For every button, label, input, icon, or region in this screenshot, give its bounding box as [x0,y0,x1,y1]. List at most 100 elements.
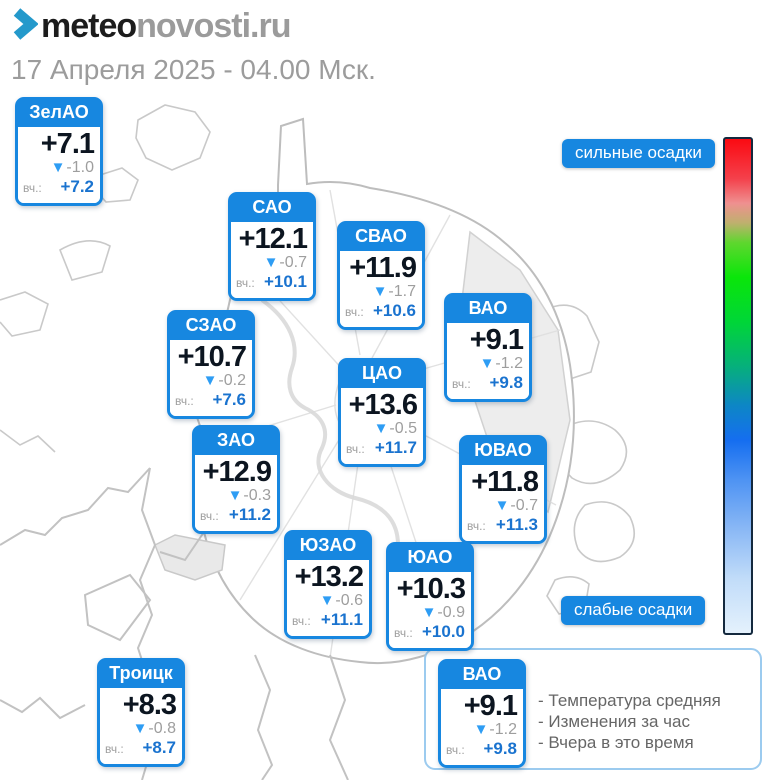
down-arrow-icon: ▼ [421,604,437,621]
down-arrow-icon: ▼ [263,254,279,271]
district-card[interactable]: ЦАО +13.6 ▼-0.5 вч.: +11.7 [338,358,426,467]
district-yesterday-value: +7.2 [60,177,94,196]
district-temperature: +11.8 [471,466,539,498]
district-card[interactable]: ВАО +9.1 ▼-1.2 вч.: +9.8 [444,293,532,402]
district-name: СВАО [339,223,423,251]
district-card[interactable]: Троицк +8.3 ▼-0.8 вч.: +8.7 [97,658,185,767]
legend-sample-card: ВАО +9.1 ▼-1.2 вч.: +9.8 [438,659,526,768]
district-card[interactable]: СЗАО +10.7 ▼-0.2 вч.: +7.6 [167,310,255,419]
yesterday-label: вч.: [175,394,194,408]
yesterday-label: вч.: [446,743,465,757]
yesterday-label: вч.: [345,305,364,319]
district-yesterday-row: вч.: +11.2 [200,505,271,526]
down-arrow-icon: ▼ [132,720,148,737]
district-card-body: +12.1 ▼-0.7 вч.: +10.1 [231,222,313,298]
district-name: СЗАО [169,312,253,340]
district-yesterday-row: вч.: +11.1 [292,610,363,631]
district-yesterday-value: +8.7 [142,738,176,757]
district-yesterday-row: вч.: +10.0 [394,622,465,643]
district-card-body: +9.1 ▼-1.2 вч.: +9.8 [447,323,529,399]
district-card[interactable]: САО +12.1 ▼-0.7 вч.: +10.1 [228,192,316,301]
district-yesterday-value: +9.8 [489,373,523,392]
district-change-value: -0.9 [437,604,465,621]
down-arrow-icon: ▼ [373,420,389,437]
district-hour-change: ▼-0.7 [236,254,307,272]
district-yesterday-row: вч.: +11.7 [346,438,417,459]
district-change-value: -0.3 [243,487,271,504]
district-hour-change: ▼-1.2 [446,721,517,739]
district-yesterday-row: вч.: +7.2 [23,177,94,198]
district-yesterday-row: вч.: +11.3 [467,515,538,536]
district-card-body: +8.3 ▼-0.8 вч.: +8.7 [100,688,182,764]
yesterday-label: вч.: [23,181,42,195]
district-yesterday-value: +11.1 [320,610,363,629]
legend-box: ВАО +9.1 ▼-1.2 вч.: +9.8 - Температура с… [424,648,762,770]
district-yesterday-value: +7.6 [212,390,246,409]
district-change-value: -0.7 [279,254,307,271]
district-name: САО [230,194,314,222]
yesterday-label: вч.: [452,377,471,391]
down-arrow-icon: ▼ [494,497,510,514]
district-card-body: +13.2 ▼-0.6 вч.: +11.1 [287,560,369,636]
district-name: ЗелАО [17,99,101,127]
district-hour-change: ▼-0.3 [200,487,271,505]
yesterday-label: вч.: [292,614,311,628]
district-yesterday-row: вч.: +10.1 [236,272,307,293]
district-temperature: +11.9 [349,252,417,284]
district-card[interactable]: ЮАО +10.3 ▼-0.9 вч.: +10.0 [386,542,474,651]
district-hour-change: ▼-0.9 [394,604,465,622]
weak-precipitation-label[interactable]: слабые осадки [561,596,706,625]
legend-line-temperature: - Температура средняя [538,691,721,710]
logo-text-novosti: novosti.ru [136,7,291,45]
district-hour-change: ▼-0.7 [467,497,538,515]
district-hour-change: ▼-0.2 [175,372,246,390]
site-logo[interactable]: meteo novosti.ru [11,6,376,47]
logo-text-meteo: meteo [41,7,137,45]
district-yesterday-value: +11.2 [228,505,271,524]
district-yesterday-value: +10.0 [421,622,465,641]
district-yesterday-value: +11.3 [495,515,538,534]
district-temperature: +9.1 [469,324,524,356]
district-yesterday-value: +10.6 [372,301,416,320]
down-arrow-icon: ▼ [202,372,218,389]
yesterday-label: вч.: [346,442,365,456]
legend-descriptions: - Температура средняя - Изменения за час… [538,690,721,753]
page-header: meteo novosti.ru 17 Апреля 2025 - 04.00 М… [11,6,376,86]
strong-precipitation-label[interactable]: сильные осадки [562,139,715,168]
district-yesterday-value: +11.7 [374,438,417,457]
legend-line-yesterday: - Вчера в это время [538,733,694,752]
district-yesterday-value: +9.8 [483,739,517,758]
district-yesterday-row: вч.: +9.8 [446,739,517,760]
legend-line-change: - Изменения за час [538,712,690,731]
yesterday-label: вч.: [200,509,219,523]
district-hour-change: ▼-0.5 [346,420,417,438]
district-change-value: -0.6 [335,592,363,609]
district-card[interactable]: СВАО +11.9 ▼-1.7 вч.: +10.6 [337,221,425,330]
district-name: ЦАО [340,360,424,388]
district-card[interactable]: ЗАО +12.9 ▼-0.3 вч.: +11.2 [192,425,280,534]
district-card-body: +11.9 ▼-1.7 вч.: +10.6 [340,251,422,327]
oblast-boundary-fragments [0,104,636,615]
district-temperature: +12.9 [202,456,272,488]
district-yesterday-value: +10.1 [263,272,307,291]
district-yesterday-row: вч.: +7.6 [175,390,246,411]
district-hour-change: ▼-1.2 [452,355,523,373]
district-yesterday-row: вч.: +10.6 [345,301,416,322]
district-temperature: +12.1 [238,223,308,255]
district-name: ВАО [446,295,530,323]
district-card-body: +12.9 ▼-0.3 вч.: +11.2 [195,455,277,531]
district-temperature: +13.6 [348,389,418,421]
district-card-body: +10.3 ▼-0.9 вч.: +10.0 [389,572,471,648]
down-arrow-icon: ▼ [227,487,243,504]
district-hour-change: ▼-0.6 [292,592,363,610]
district-name: ЗАО [194,427,278,455]
district-name: ЮЗАО [286,532,370,560]
district-hour-change: ▼-1.7 [345,283,416,301]
district-card[interactable]: ЗелАО +7.1 ▼-1.0 вч.: +7.2 [15,97,103,206]
district-card[interactable]: ЮЗАО +13.2 ▼-0.6 вч.: +11.1 [284,530,372,639]
district-temperature: +8.3 [122,689,177,721]
district-card[interactable]: ЮВАО +11.8 ▼-0.7 вч.: +11.3 [459,435,547,544]
down-arrow-icon: ▼ [479,355,495,372]
district-temperature: +10.3 [396,573,466,605]
district-temperature: +7.1 [40,128,95,160]
